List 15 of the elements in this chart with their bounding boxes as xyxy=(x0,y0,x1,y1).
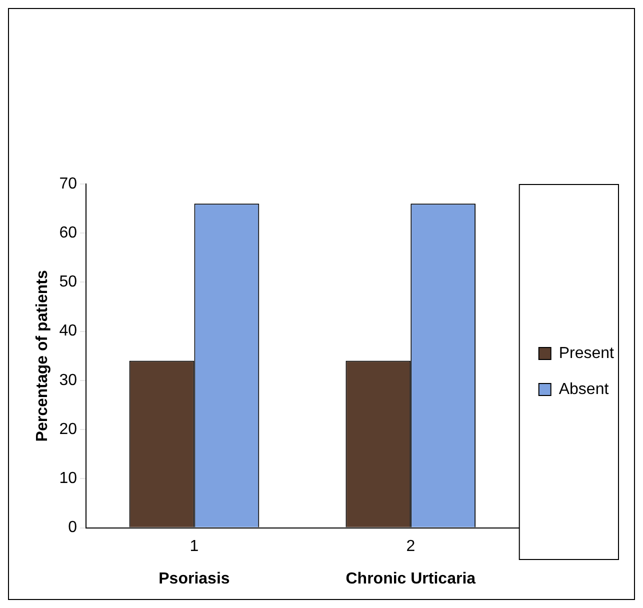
y-tick-label: 30 xyxy=(59,372,78,389)
legend-label: Absent xyxy=(558,380,610,398)
text: Chronic Urticaria xyxy=(346,570,476,588)
x-tick-label: 1 xyxy=(190,538,199,555)
y-tick-label: 0 xyxy=(68,519,78,536)
text: Psoriasis xyxy=(158,570,230,588)
y-tick-label: 10 xyxy=(59,470,78,488)
y-tick-label: 70 xyxy=(59,175,78,192)
legend-label: Present xyxy=(558,344,615,362)
y-axis-title: Percentage of patients xyxy=(34,270,52,442)
y-tick-label: 50 xyxy=(59,274,78,291)
y-tick-label: 60 xyxy=(59,224,78,242)
y-tick-label: 40 xyxy=(59,322,78,340)
y-tick-label: 20 xyxy=(59,420,78,438)
x-tick-label: 2 xyxy=(406,538,416,555)
